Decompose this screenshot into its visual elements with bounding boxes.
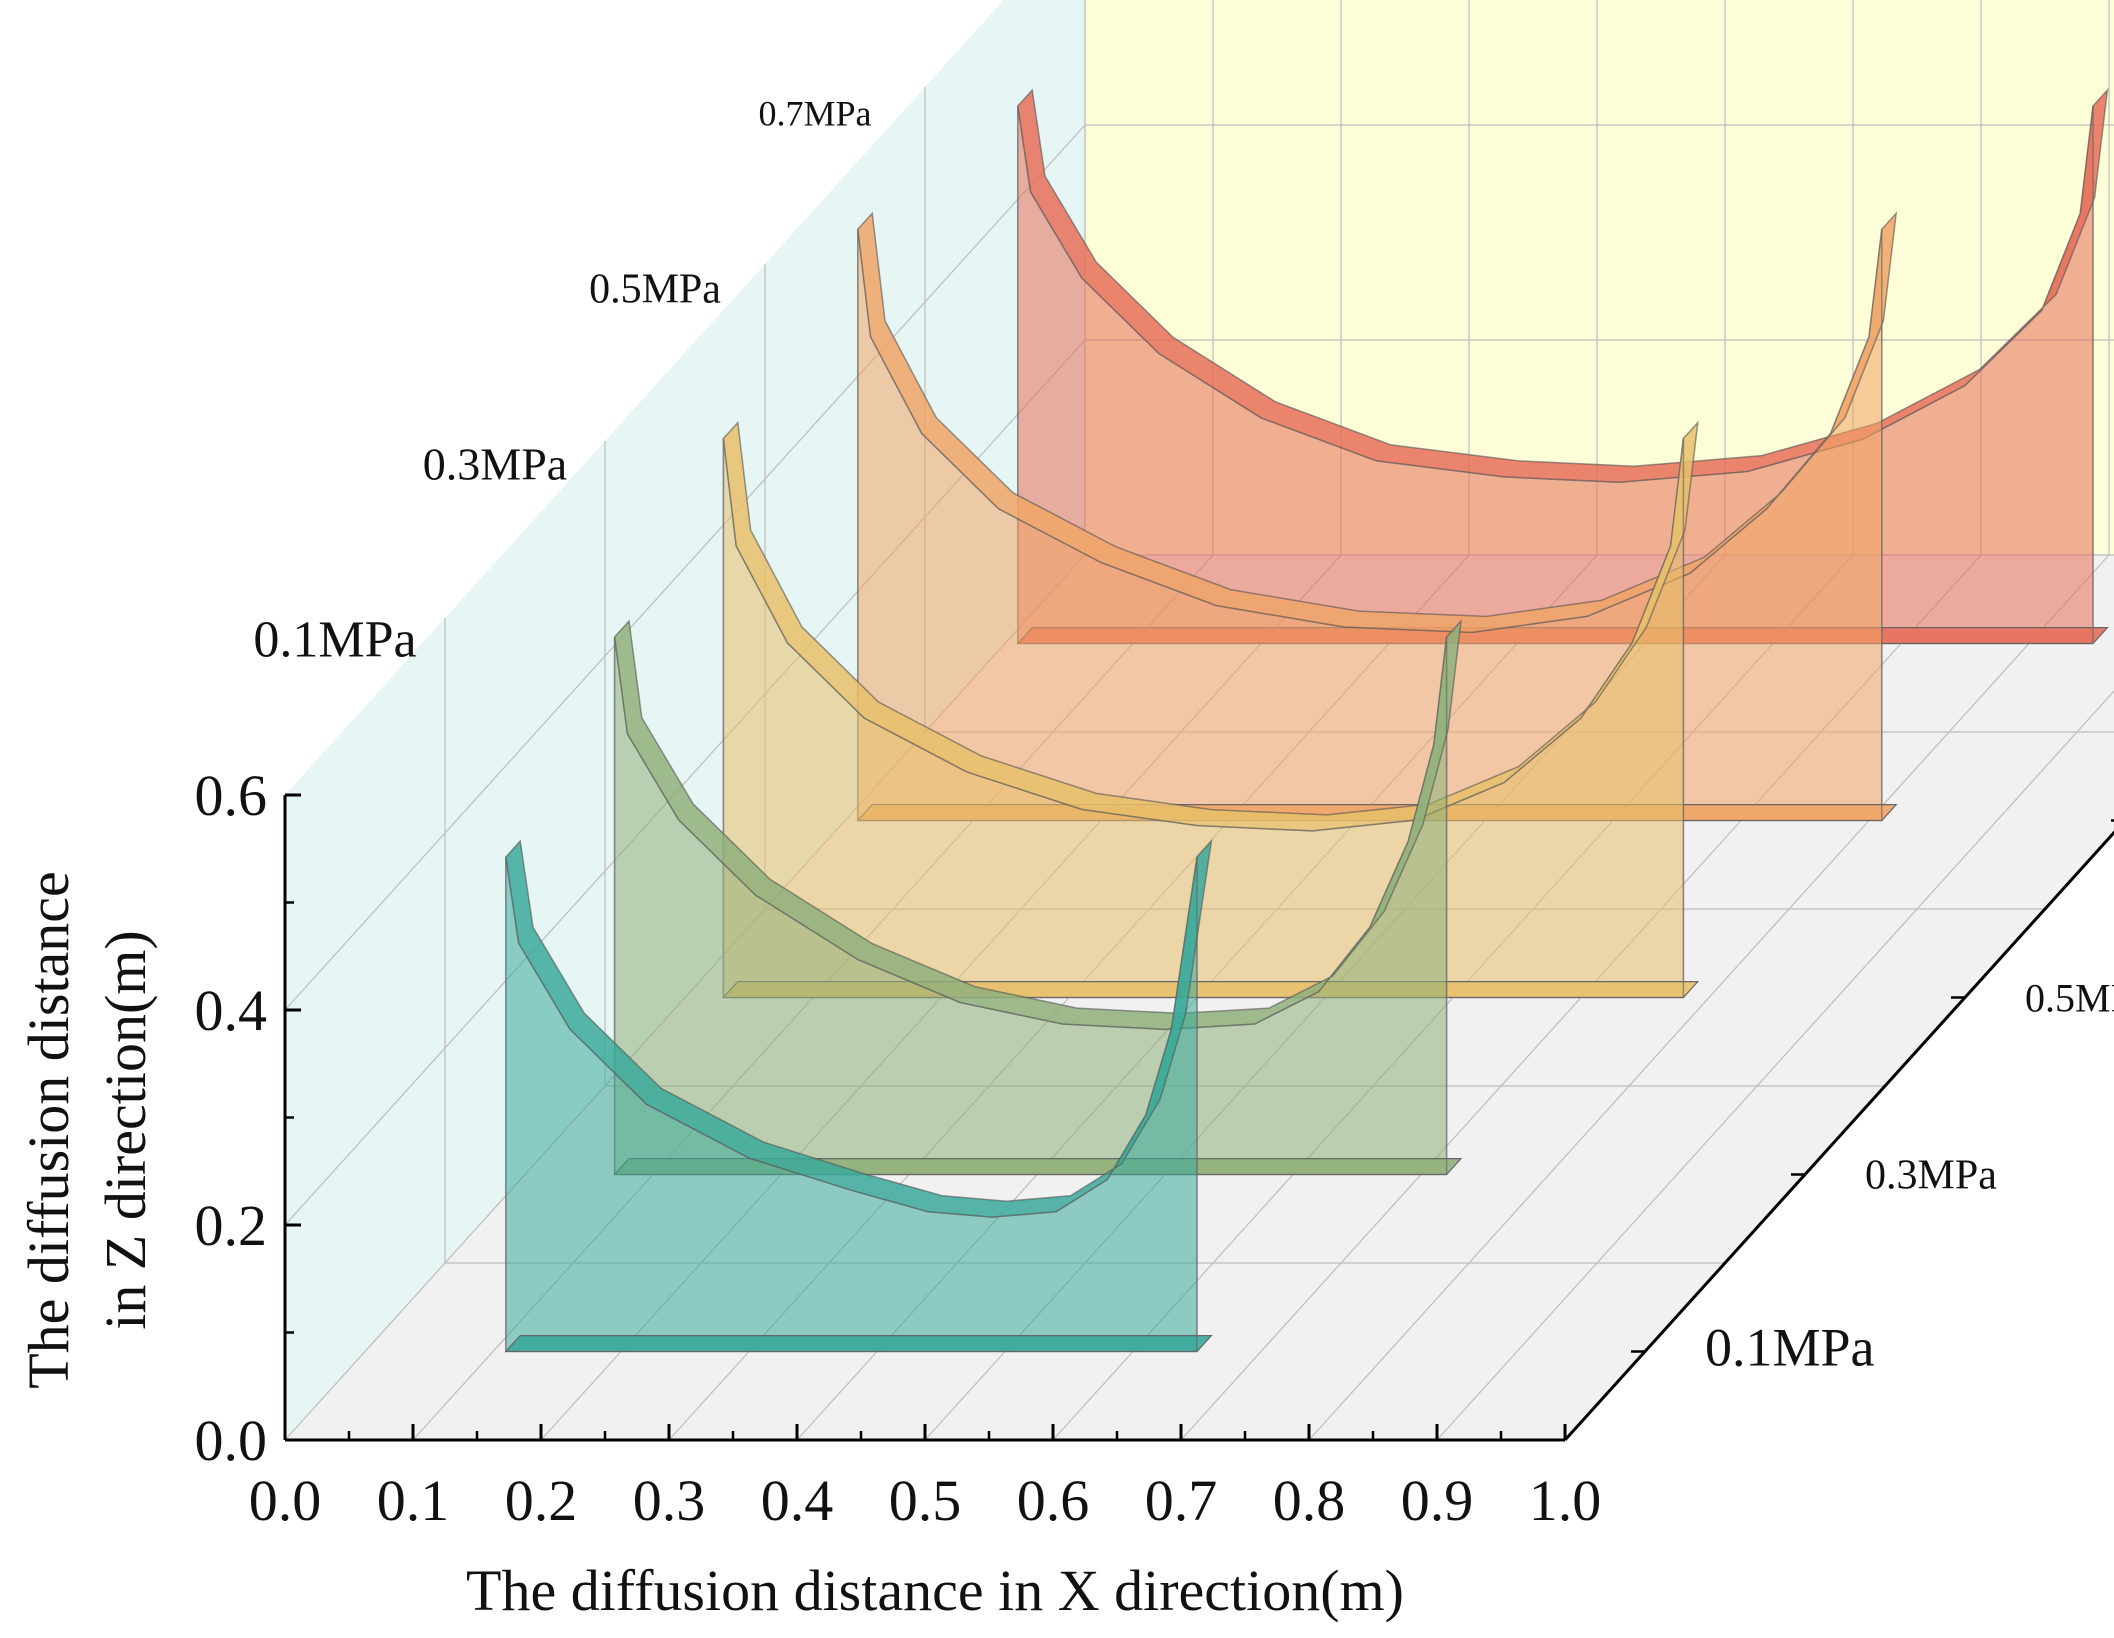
x-tick-label: 0.4 — [761, 1468, 834, 1533]
series-0.1MPa-rim — [505, 838, 1213, 1218]
z-tick-label: 0.0 — [195, 1408, 268, 1473]
depth-right-label: 0.3MPa — [1865, 1153, 1997, 1199]
z-tick-label: 0.2 — [195, 1193, 268, 1258]
x-tick-label: 1.0 — [1529, 1468, 1602, 1533]
x-axis-label: The diffusion distance in X direction(m) — [466, 1558, 1404, 1623]
x-tick-label: 0.3 — [633, 1468, 706, 1533]
series-0.1MPa-base — [504, 1334, 1213, 1353]
chart-tick-labels: 0.0 0.1 0.2 0.3 0.4 0.5 0.6 0.7 0.8 0.9 1.0 0.0 0.2 0… — [195, 94, 2114, 1534]
depth-left-label: 0.7MPa — [758, 94, 871, 134]
floor-grid-x — [1436, 690, 2114, 1441]
series-0.5MPa-rim — [722, 420, 1699, 832]
z-tick-label: 0.6 — [195, 763, 268, 828]
z-axis-label-line1: The diffusion distance — [16, 871, 81, 1389]
x-tick-label: 0.5 — [889, 1468, 962, 1533]
series-0.9MPa-rim — [1017, 87, 2109, 484]
x-tick-label: 0.6 — [1017, 1468, 1090, 1533]
x-tick-label: 0.9 — [1401, 1468, 1474, 1533]
z-tick-label: 0.4 — [195, 978, 268, 1043]
depth-left-label: 0.1MPa — [253, 612, 416, 669]
left-grid-z — [284, 124, 1086, 1011]
chart-axes — [283, 793, 2114, 1442]
x-tick-label: 0.0 — [249, 1468, 322, 1533]
depth-right-label: 0.5MPa — [2025, 976, 2114, 1021]
series-0.3MPa-rim — [613, 618, 1463, 1031]
depth-left-label: 0.3MPa — [423, 439, 567, 490]
x-tick-label: 0.7 — [1145, 1468, 1218, 1533]
x-tick-label: 0.8 — [1273, 1468, 1346, 1533]
depth-left-label: 0.5MPa — [589, 267, 721, 313]
z-axis-label-line2: in Z direction(m) — [93, 930, 158, 1329]
series-0.7MPa-rim — [857, 211, 1898, 634]
x-tick-label: 0.2 — [505, 1468, 578, 1533]
x-tick-label: 0.1 — [377, 1468, 450, 1533]
chart-series — [504, 87, 2109, 1353]
floor-grid-x — [1308, 554, 2110, 1441]
depth-right-label: 0.1MPa — [1705, 1318, 1875, 1378]
